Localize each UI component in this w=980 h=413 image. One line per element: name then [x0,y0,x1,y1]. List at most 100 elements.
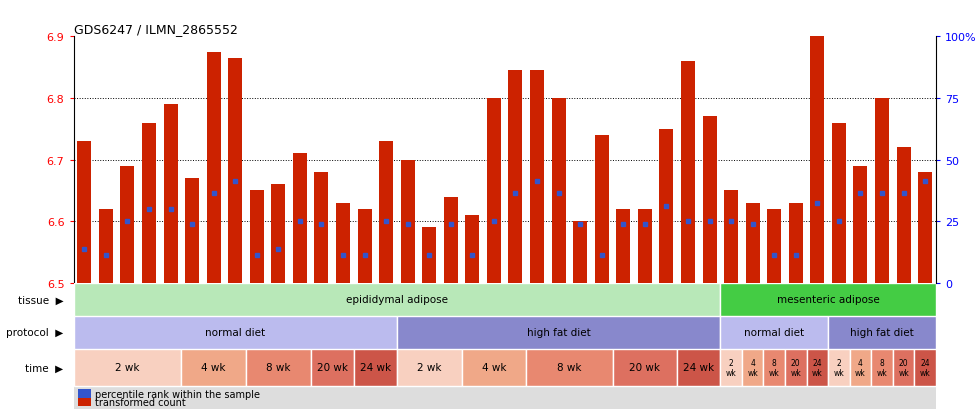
Bar [785,349,807,386]
Bar [807,349,828,386]
Bar [74,349,181,386]
Text: 20
wk: 20 wk [791,358,801,377]
Bar [616,209,630,283]
Bar [466,216,479,283]
Bar [612,349,677,386]
Bar [832,123,846,283]
Text: 4
wk: 4 wk [748,358,758,377]
Bar [530,71,544,283]
Text: 24
wk: 24 wk [812,358,822,377]
Bar [77,142,91,283]
Bar [77,389,91,398]
Text: high fat diet: high fat diet [850,328,914,337]
Bar [397,316,720,349]
Bar [74,316,397,349]
Bar [246,349,311,386]
Bar [315,173,328,283]
Bar [99,209,113,283]
Text: 24 wk: 24 wk [683,362,714,373]
Bar [810,37,824,283]
Text: 4 wk: 4 wk [202,362,225,373]
Bar [293,154,307,283]
Bar [336,203,350,283]
Bar [271,185,285,283]
Text: 2
wk: 2 wk [726,358,736,377]
Bar [720,316,828,349]
Bar [871,349,893,386]
Bar [724,191,738,283]
Text: 24
wk: 24 wk [920,358,930,377]
Bar [573,222,587,283]
Bar [677,349,720,386]
Text: mesenteric adipose: mesenteric adipose [777,294,879,304]
Bar [828,316,936,349]
Bar [763,349,785,386]
Text: GDS6247 / ILMN_2865552: GDS6247 / ILMN_2865552 [74,23,237,36]
Text: 8
wk: 8 wk [769,358,779,377]
Text: transformed count: transformed count [95,396,186,406]
Text: 20 wk: 20 wk [317,362,348,373]
Text: 2
wk: 2 wk [834,358,844,377]
Bar [77,397,91,406]
Bar [487,99,501,283]
Bar [742,349,763,386]
Bar [767,209,781,283]
Bar [595,135,609,283]
Bar [720,283,936,316]
Text: 4 wk: 4 wk [482,362,506,373]
Bar [638,209,652,283]
Bar [379,142,393,283]
Text: 4
wk: 4 wk [856,358,865,377]
Bar [789,203,803,283]
Bar [207,52,220,283]
Bar [681,62,695,283]
Bar [228,59,242,283]
Bar [720,349,742,386]
Bar [462,349,526,386]
Bar [397,349,462,386]
Text: protocol  ▶: protocol ▶ [6,328,63,337]
Bar [552,99,565,283]
Bar [358,209,371,283]
Text: 20 wk: 20 wk [629,362,661,373]
Bar [854,166,867,283]
Bar [185,178,199,283]
Bar [354,349,397,386]
Text: 24 wk: 24 wk [360,362,391,373]
Text: tissue  ▶: tissue ▶ [18,294,63,304]
Bar [703,117,716,283]
Bar [526,349,612,386]
Text: time  ▶: time ▶ [25,362,63,373]
Text: 2 wk: 2 wk [416,362,441,373]
Text: normal diet: normal diet [205,328,266,337]
Bar [875,99,889,283]
Bar [746,203,760,283]
Bar [401,160,415,283]
Bar [444,197,458,283]
Bar [250,191,264,283]
Bar [509,71,522,283]
Bar [142,123,156,283]
Text: 8
wk: 8 wk [877,358,887,377]
Bar [311,349,354,386]
Bar [164,105,177,283]
Bar [897,148,910,283]
Text: 8 wk: 8 wk [557,362,581,373]
Bar [422,228,436,283]
Bar [74,283,720,316]
Text: epididymal adipose: epididymal adipose [346,294,448,304]
Text: 2 wk: 2 wk [116,362,139,373]
Bar [918,173,932,283]
Bar [828,349,850,386]
Bar [181,349,246,386]
Text: 20
wk: 20 wk [899,358,908,377]
Bar [121,166,134,283]
Text: 8 wk: 8 wk [267,362,291,373]
Text: percentile rank within the sample: percentile rank within the sample [95,389,260,399]
Text: high fat diet: high fat diet [526,328,591,337]
Text: normal diet: normal diet [744,328,805,337]
Bar [893,349,914,386]
Bar [850,349,871,386]
Bar [660,129,673,283]
Bar [914,349,936,386]
